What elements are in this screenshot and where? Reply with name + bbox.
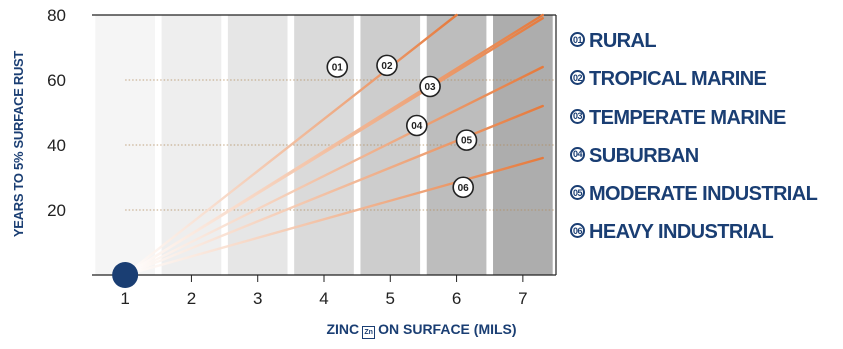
series-marker <box>455 129 478 151</box>
x-tick-label: 7 <box>518 289 527 308</box>
series-marker <box>326 56 349 78</box>
x-axis-title-start: ZINC <box>326 321 360 337</box>
x-band <box>426 15 487 275</box>
legend-item: 02 TROPICAL MARINE <box>570 68 817 106</box>
legend-item: 04 SUBURBAN <box>570 145 817 183</box>
legend-item: 05 MODERATE INDUSTRIAL <box>570 183 818 221</box>
series-marker-label: 04 <box>411 121 423 132</box>
series-marker-label: 01 <box>332 63 344 74</box>
series-marker-label: 02 <box>381 61 393 72</box>
legend-item: 01 RURAL <box>570 30 817 68</box>
x-band <box>493 15 553 275</box>
series-line <box>123 17 544 277</box>
legend-number-badge: 04 <box>570 146 585 162</box>
x-axis-title-end: ON SURFACE (MILS) <box>378 321 517 337</box>
series-line <box>123 156 544 277</box>
y-axis-title: YEARS TO 5% SURFACE RUST <box>11 50 26 238</box>
legend-label: MODERATE INDUSTRIAL <box>589 183 818 206</box>
x-tick-label: 4 <box>319 289 328 308</box>
legend-number-badge: 05 <box>570 185 585 201</box>
legend-label: TEMPERATE MARINE <box>589 106 786 129</box>
x-tick-label: 1 <box>120 289 129 308</box>
y-tick-label: 20 <box>47 201 66 220</box>
series-line <box>123 65 544 277</box>
legend-label: HEAVY INDUSTRIAL <box>589 221 774 244</box>
zinc-icon: Zn <box>362 326 376 339</box>
x-tick-label: 5 <box>386 289 395 308</box>
origin-point <box>112 262 139 288</box>
y-tick-label: 80 <box>47 6 66 25</box>
x-band <box>294 15 354 275</box>
x-tick-label: 3 <box>253 289 262 308</box>
x-band <box>227 15 288 275</box>
legend: 01 RURAL 02 TROPICAL MARINE 03 TEMPERATE MA… <box>570 30 818 260</box>
series-marker-label: 03 <box>424 82 436 93</box>
series-marker <box>452 176 475 199</box>
legend-number-badge: 06 <box>570 223 585 239</box>
series-marker-label: 06 <box>458 183 470 194</box>
series-marker <box>376 54 398 77</box>
x-tick-label: 2 <box>187 289 196 308</box>
legend-number-badge: 01 <box>570 32 585 47</box>
x-band <box>360 15 421 275</box>
y-tick-label: 40 <box>47 136 66 155</box>
series-line <box>123 13 458 277</box>
series-marker-label: 05 <box>461 136 473 147</box>
legend-label: RURAL <box>589 30 657 52</box>
x-axis-title: ZINC Zn ON SURFACE (MILS) <box>0 321 843 339</box>
y-tick-label: 60 <box>47 71 66 90</box>
legend-label: SUBURBAN <box>589 144 699 167</box>
legend-item: 06 HEAVY INDUSTRIAL <box>570 221 817 259</box>
legend-item: 03 TEMPERATE MARINE <box>570 107 817 145</box>
x-tick-label: 6 <box>452 289 461 308</box>
legend-number-badge: 02 <box>570 70 585 86</box>
legend-label: TROPICAL MARINE <box>589 68 767 91</box>
series-marker <box>405 114 428 137</box>
series-marker <box>419 75 441 98</box>
legend-number-badge: 03 <box>570 108 585 124</box>
x-band <box>161 15 222 275</box>
